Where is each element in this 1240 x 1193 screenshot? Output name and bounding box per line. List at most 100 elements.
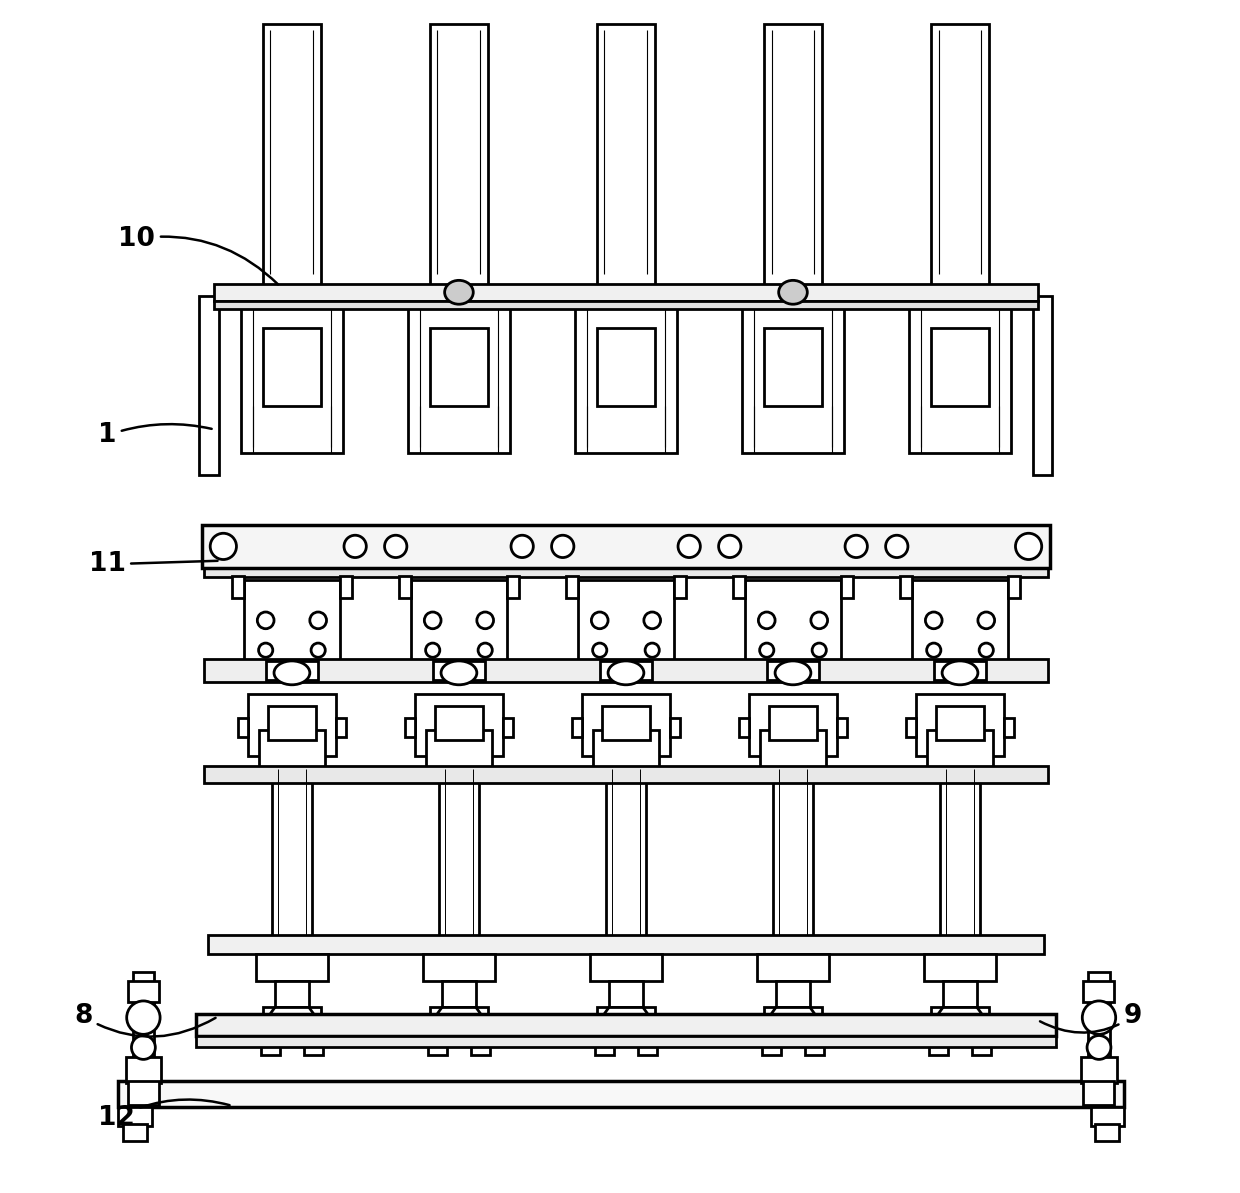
Circle shape bbox=[211, 533, 237, 560]
Bar bbox=[670, 718, 680, 737]
Bar bbox=[232, 576, 244, 598]
Bar bbox=[761, 1040, 781, 1055]
Bar bbox=[575, 286, 677, 453]
Bar bbox=[423, 954, 495, 981]
Bar bbox=[1004, 718, 1013, 737]
Bar bbox=[940, 764, 981, 954]
Bar bbox=[433, 661, 485, 680]
Bar bbox=[205, 568, 1048, 577]
Bar bbox=[573, 718, 582, 737]
Bar bbox=[118, 1081, 1123, 1107]
Bar bbox=[760, 730, 826, 775]
Circle shape bbox=[511, 536, 533, 557]
Bar bbox=[749, 694, 837, 756]
Bar bbox=[507, 576, 518, 598]
Bar bbox=[931, 328, 988, 406]
Circle shape bbox=[384, 536, 407, 557]
Bar bbox=[936, 706, 983, 740]
Bar bbox=[673, 576, 686, 598]
Bar bbox=[931, 24, 988, 286]
Bar bbox=[503, 718, 512, 737]
Bar bbox=[242, 286, 342, 453]
Bar bbox=[934, 661, 986, 680]
Circle shape bbox=[126, 1001, 160, 1034]
Bar bbox=[336, 718, 346, 737]
Bar bbox=[837, 718, 847, 737]
Bar bbox=[598, 328, 655, 406]
Circle shape bbox=[1016, 533, 1042, 560]
Bar bbox=[766, 661, 820, 680]
Bar bbox=[637, 1040, 657, 1055]
Circle shape bbox=[885, 536, 908, 557]
Text: 1: 1 bbox=[98, 422, 212, 449]
Bar bbox=[213, 284, 1038, 301]
Bar bbox=[1091, 1107, 1123, 1126]
Bar bbox=[272, 764, 312, 954]
Bar bbox=[430, 24, 487, 286]
Bar bbox=[263, 1007, 321, 1028]
Bar bbox=[929, 1040, 949, 1055]
Bar bbox=[567, 576, 578, 598]
Circle shape bbox=[811, 612, 827, 629]
Bar bbox=[238, 718, 248, 737]
Circle shape bbox=[477, 612, 494, 629]
Bar bbox=[1081, 1057, 1117, 1083]
Bar bbox=[598, 1007, 655, 1028]
Bar bbox=[202, 525, 1050, 568]
Bar bbox=[841, 576, 853, 598]
Bar bbox=[764, 328, 822, 406]
Bar bbox=[931, 1007, 988, 1028]
Bar bbox=[605, 764, 646, 954]
Bar bbox=[208, 935, 1044, 954]
Bar bbox=[1084, 1081, 1115, 1105]
Bar bbox=[1084, 981, 1115, 1002]
Bar bbox=[304, 1040, 322, 1055]
Circle shape bbox=[593, 643, 606, 657]
Ellipse shape bbox=[441, 661, 477, 685]
Circle shape bbox=[343, 536, 366, 557]
Bar bbox=[196, 1014, 1056, 1036]
Text: 10: 10 bbox=[118, 225, 278, 284]
Bar bbox=[924, 954, 996, 981]
Bar bbox=[758, 1028, 828, 1040]
Bar bbox=[595, 1040, 614, 1055]
Bar bbox=[268, 706, 316, 740]
Circle shape bbox=[925, 612, 942, 629]
Bar bbox=[913, 580, 1008, 668]
Bar bbox=[1008, 576, 1019, 598]
Bar bbox=[773, 764, 813, 954]
Bar bbox=[439, 764, 479, 954]
Text: 11: 11 bbox=[88, 551, 217, 577]
Bar bbox=[213, 301, 1038, 309]
Bar bbox=[764, 1007, 822, 1028]
Bar bbox=[776, 981, 810, 1007]
Bar bbox=[609, 981, 642, 1007]
Bar bbox=[257, 954, 327, 981]
Bar bbox=[257, 1028, 327, 1040]
Bar bbox=[743, 286, 843, 453]
Circle shape bbox=[980, 643, 993, 657]
Bar bbox=[972, 1040, 991, 1055]
Ellipse shape bbox=[445, 280, 474, 304]
Bar bbox=[590, 954, 662, 981]
Bar bbox=[200, 296, 218, 475]
Bar bbox=[928, 730, 993, 775]
Ellipse shape bbox=[775, 661, 811, 685]
Bar bbox=[600, 661, 652, 680]
Circle shape bbox=[719, 536, 742, 557]
Bar bbox=[125, 1057, 161, 1083]
Text: 12: 12 bbox=[98, 1100, 229, 1131]
Circle shape bbox=[310, 612, 326, 629]
Bar bbox=[805, 1040, 825, 1055]
Bar bbox=[263, 24, 321, 286]
Bar bbox=[430, 328, 487, 406]
Bar bbox=[909, 286, 1011, 453]
Bar bbox=[900, 576, 913, 598]
Bar bbox=[133, 972, 154, 1065]
Circle shape bbox=[552, 536, 574, 557]
Bar bbox=[906, 718, 916, 737]
Bar bbox=[265, 661, 319, 680]
Bar bbox=[412, 580, 507, 668]
Circle shape bbox=[926, 643, 941, 657]
Bar bbox=[205, 766, 1048, 783]
